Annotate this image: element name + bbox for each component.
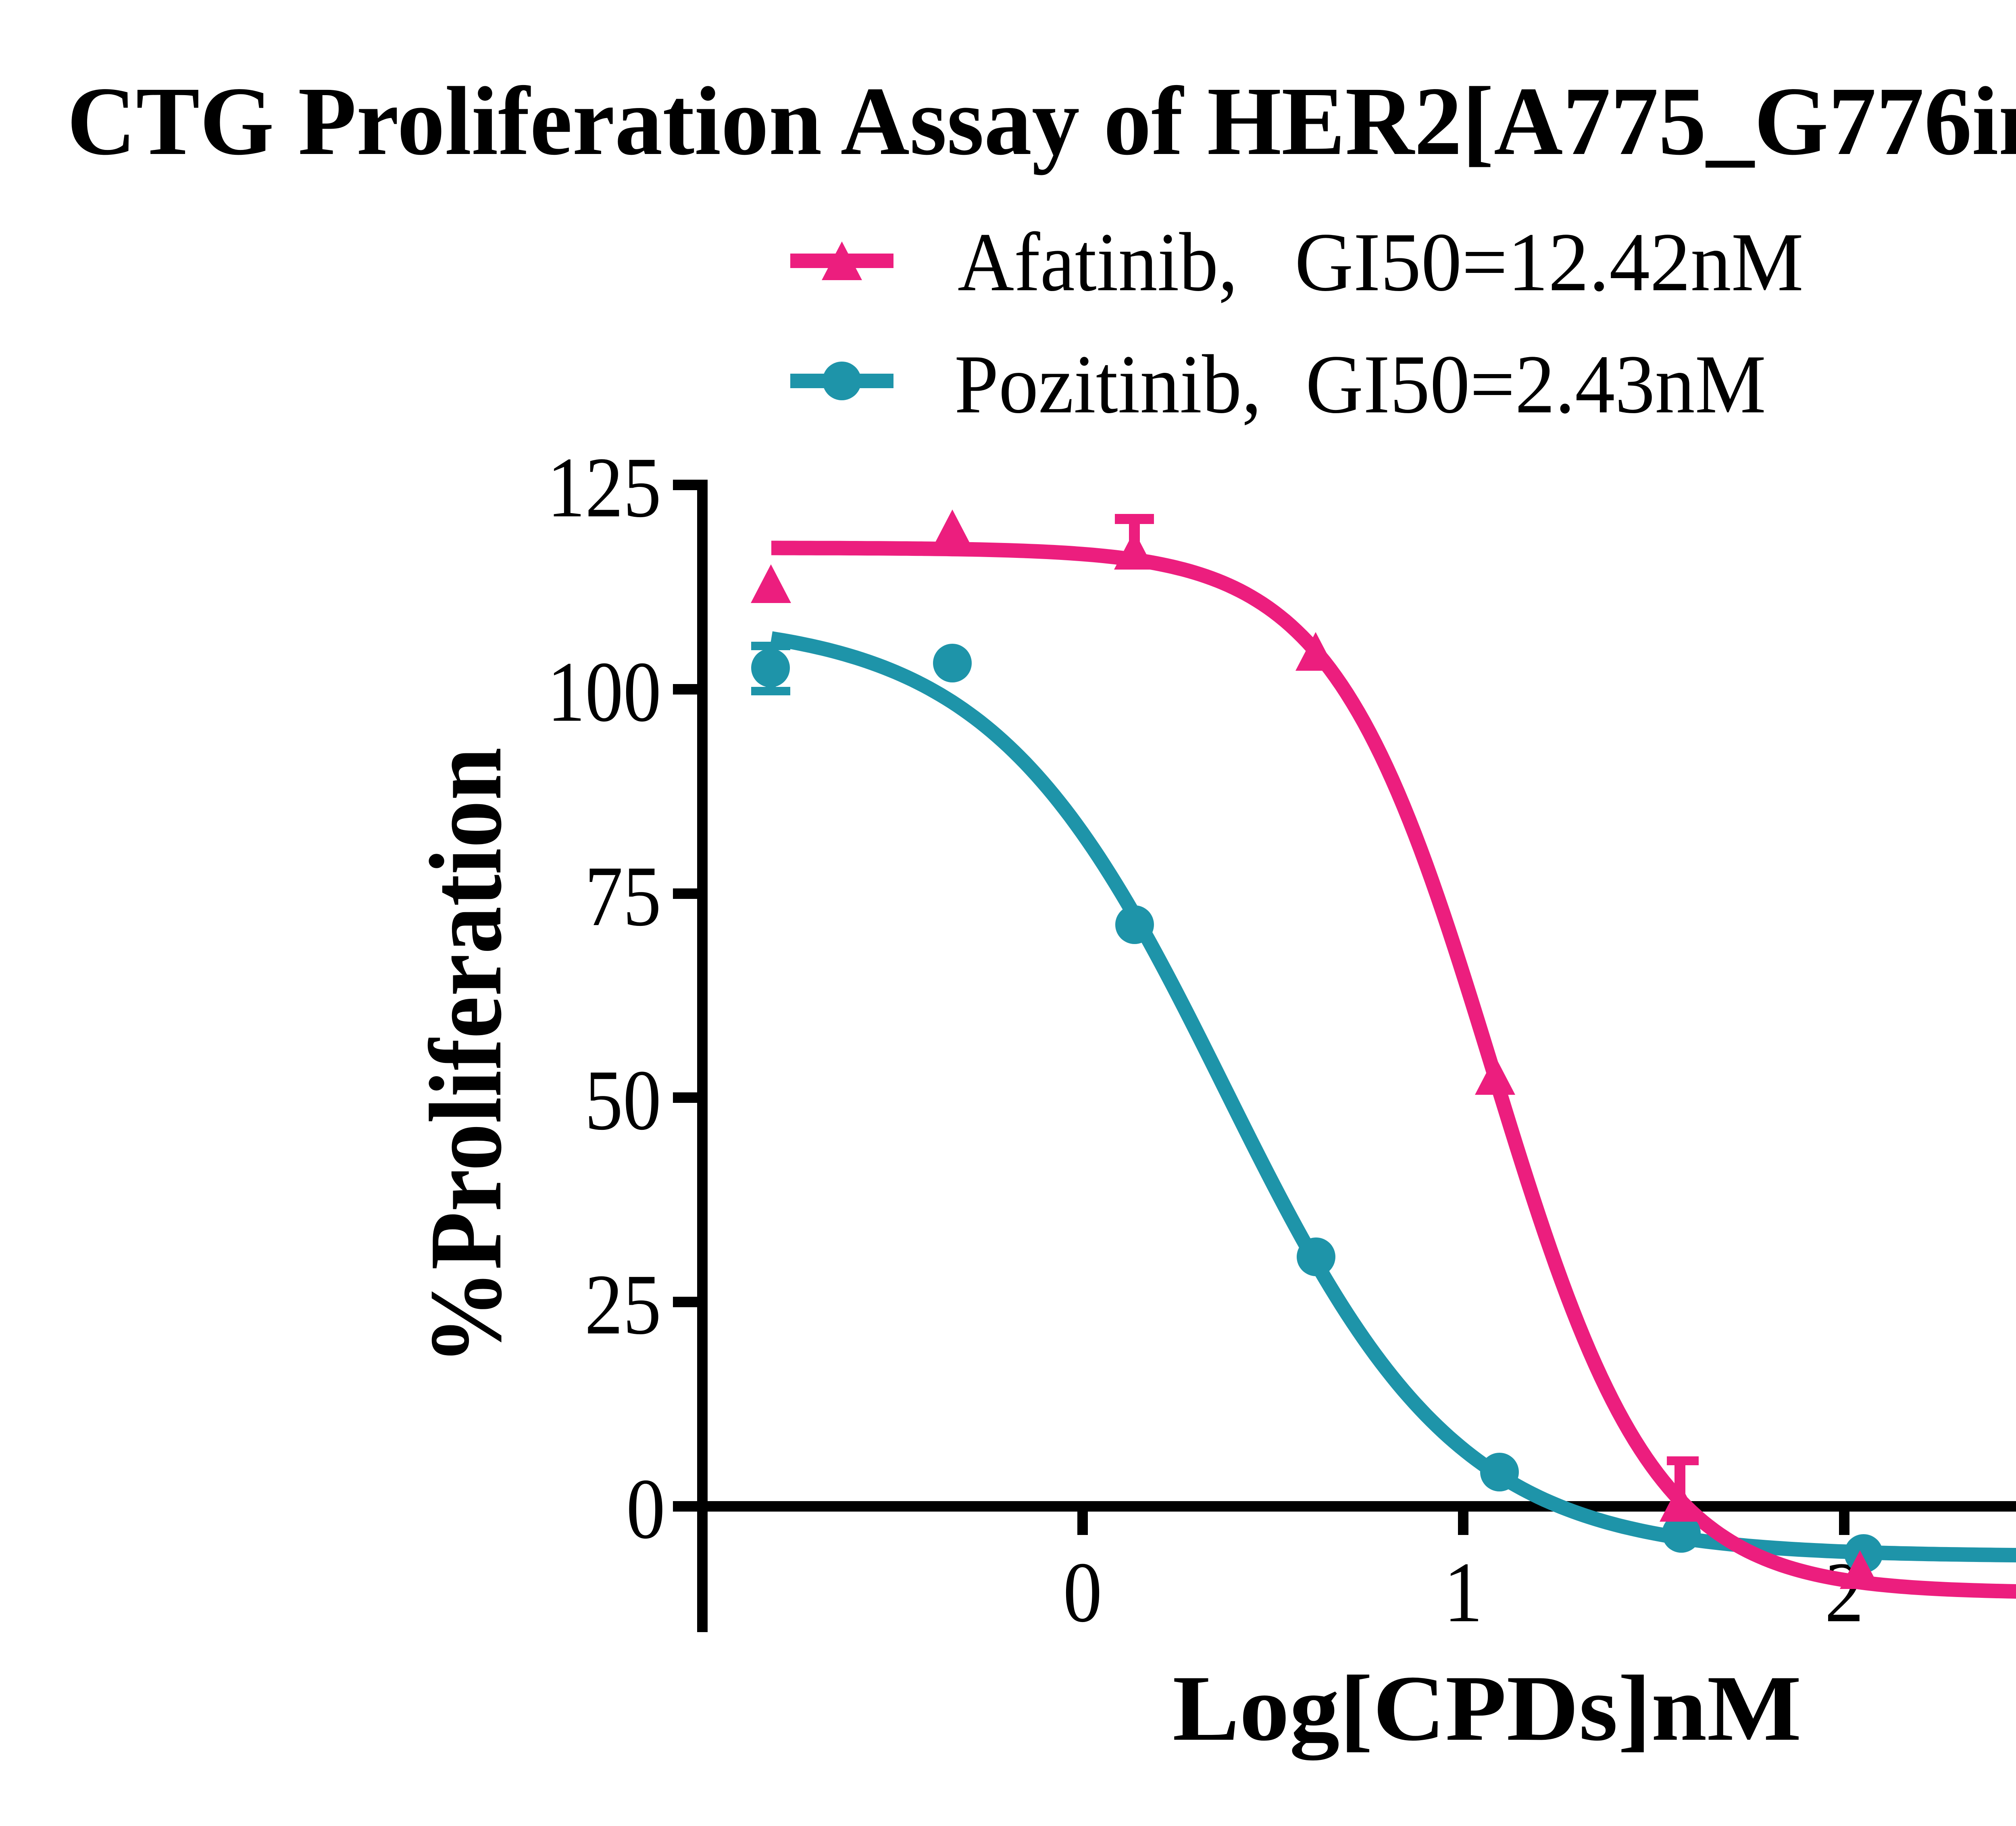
svg-text:125: 125 xyxy=(547,440,661,535)
svg-text:25: 25 xyxy=(585,1257,661,1352)
svg-text:%Proliferation: %Proliferation xyxy=(409,747,523,1365)
svg-text:Pozitinib,: Pozitinib, xyxy=(954,338,1262,431)
svg-text:100: 100 xyxy=(547,644,661,740)
svg-text:CTG Proliferation Assay of HER: CTG Proliferation Assay of HER2[A775_G77… xyxy=(67,67,2016,175)
svg-text:75: 75 xyxy=(585,849,661,944)
svg-text:0: 0 xyxy=(626,1461,665,1557)
svg-text:0: 0 xyxy=(1063,1545,1102,1640)
svg-text:50: 50 xyxy=(585,1052,661,1148)
svg-text:Afatinib,: Afatinib, xyxy=(958,216,1238,308)
svg-text:Log[CPDs]nM: Log[CPDs]nM xyxy=(1173,1656,1801,1761)
svg-text:GI50=12.42nM: GI50=12.42nM xyxy=(1295,216,1804,308)
svg-text:GI50=2.43nM: GI50=2.43nM xyxy=(1306,338,1766,431)
svg-text:1: 1 xyxy=(1444,1545,1483,1640)
